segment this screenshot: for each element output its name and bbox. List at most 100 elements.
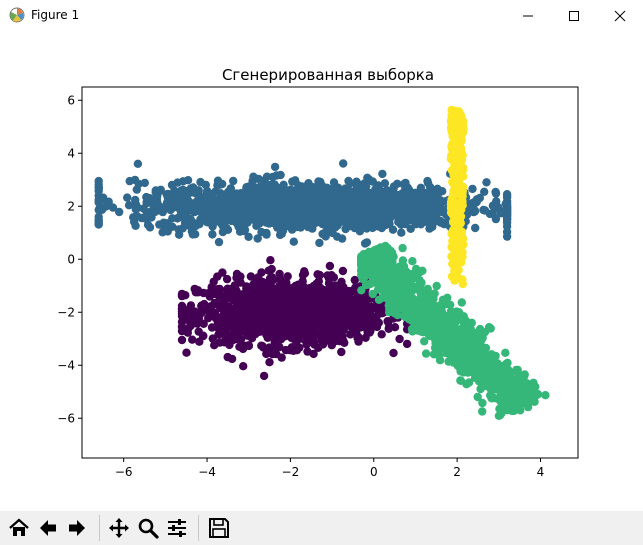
scatter-point <box>369 319 378 328</box>
scatter-point <box>275 197 284 206</box>
scatter-point <box>246 272 256 281</box>
scatter-point <box>449 234 459 243</box>
scatter-point <box>325 261 335 271</box>
maximize-icon <box>569 10 579 21</box>
scatter-point <box>193 288 203 297</box>
scatter-point <box>222 216 232 225</box>
scatter-point <box>489 385 498 394</box>
scatter-point <box>452 130 461 139</box>
scatter-point <box>399 180 408 189</box>
scatter-point <box>384 324 393 333</box>
scatter-point <box>329 178 339 187</box>
back-button[interactable] <box>35 515 61 541</box>
scatter-point <box>196 177 205 187</box>
scatter-point <box>487 370 496 379</box>
scatter-point <box>377 203 386 212</box>
scatter-point <box>364 280 373 289</box>
home-button[interactable] <box>6 515 32 541</box>
scatter-point <box>257 341 266 350</box>
scatter-point <box>416 293 425 302</box>
scatter-point <box>205 289 215 298</box>
scatter-point <box>229 176 238 186</box>
sliders-icon <box>168 519 186 537</box>
scatter-point <box>265 295 275 305</box>
x-tick-label: 2 <box>453 465 461 479</box>
scatter-point <box>530 386 539 396</box>
scatter-point <box>213 291 223 300</box>
scatter-point <box>406 270 415 279</box>
toolbar-separator <box>99 515 100 541</box>
scatter-point <box>310 305 319 314</box>
scatter-point <box>359 314 368 323</box>
pan-button[interactable] <box>106 515 132 541</box>
scatter-point <box>449 357 458 366</box>
maximize-button[interactable] <box>551 0 597 31</box>
scatter-point <box>335 201 344 210</box>
scatter-point <box>131 205 140 214</box>
scatter-point <box>291 308 300 317</box>
close-button[interactable] <box>597 0 643 31</box>
y-tick-label: −2 <box>57 305 75 319</box>
scatter-point <box>259 371 269 381</box>
scatter-point <box>213 176 223 185</box>
scatter-point <box>394 217 403 227</box>
scatter-point <box>420 337 429 346</box>
save-button[interactable] <box>206 515 232 541</box>
minimize-button[interactable] <box>505 0 551 31</box>
scatter-point <box>277 353 286 362</box>
scatter-point <box>362 324 372 334</box>
scatter-point <box>249 283 259 293</box>
scatter-point <box>94 183 104 193</box>
scatter-point <box>115 207 124 217</box>
scatter-point <box>338 266 348 276</box>
home-icon <box>9 518 29 536</box>
scatter-point <box>236 210 245 220</box>
scatter-point <box>243 198 252 207</box>
configure-subplots-button[interactable] <box>164 515 190 541</box>
scatter-point <box>222 274 232 284</box>
window-titlebar: Figure 1 <box>0 0 643 31</box>
scatter-point <box>517 390 527 399</box>
scatter-point <box>380 179 390 188</box>
scatter-point <box>145 223 155 232</box>
scatter-point <box>214 237 224 247</box>
scatter-point <box>477 362 486 371</box>
scatter-point <box>325 335 335 344</box>
scatter-point <box>300 325 309 335</box>
scatter-point <box>310 210 320 219</box>
y-tick-label: 2 <box>67 199 75 213</box>
scatter-point <box>188 230 197 239</box>
scatter-point <box>297 216 306 225</box>
scatter-point <box>253 196 263 205</box>
scatter-point <box>270 162 280 172</box>
forward-button[interactable] <box>64 515 90 541</box>
y-tick-label: −4 <box>57 358 75 372</box>
scatter-point <box>194 327 203 336</box>
scatter-point <box>310 218 319 227</box>
scatter-point <box>269 306 278 315</box>
scatter-point <box>230 281 239 290</box>
scatter-point <box>445 320 454 330</box>
scatter-point <box>273 318 282 328</box>
scatter-point <box>332 188 342 198</box>
zoom-button[interactable] <box>135 515 161 541</box>
scatter-point <box>189 183 198 192</box>
x-axis: −6 −4 −2 0 2 4 <box>115 458 544 479</box>
scatter-point <box>385 273 394 282</box>
scatter-point <box>190 203 199 213</box>
scatter-point <box>232 219 241 228</box>
scatter-point <box>207 282 216 292</box>
scatter-point <box>440 331 450 340</box>
scatter-point <box>217 322 226 331</box>
scatter-point <box>468 359 477 369</box>
scatter-point <box>397 228 406 237</box>
scatter-point <box>372 263 381 272</box>
figure-canvas[interactable]: Сгенерированная выборка −6 −4 −2 0 2 4 −6 −4 −2… <box>0 31 643 511</box>
scatter-point <box>503 397 513 407</box>
scatter-point <box>260 184 269 194</box>
scatter-point <box>275 294 285 303</box>
scatter-point <box>366 211 375 221</box>
scatter-point <box>132 185 141 194</box>
scatter-point <box>310 340 319 349</box>
scatter-point <box>289 237 298 246</box>
